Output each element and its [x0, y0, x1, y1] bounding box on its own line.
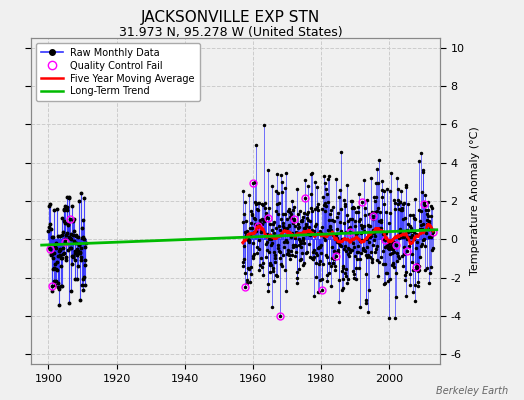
Text: 31.973 N, 95.278 W (United States): 31.973 N, 95.278 W (United States)	[119, 26, 342, 39]
Y-axis label: Temperature Anomaly (°C): Temperature Anomaly (°C)	[470, 127, 480, 275]
Text: Berkeley Earth: Berkeley Earth	[436, 386, 508, 396]
Text: JACKSONVILLE EXP STN: JACKSONVILLE EXP STN	[141, 10, 320, 25]
Legend: Raw Monthly Data, Quality Control Fail, Five Year Moving Average, Long-Term Tren: Raw Monthly Data, Quality Control Fail, …	[36, 43, 200, 101]
